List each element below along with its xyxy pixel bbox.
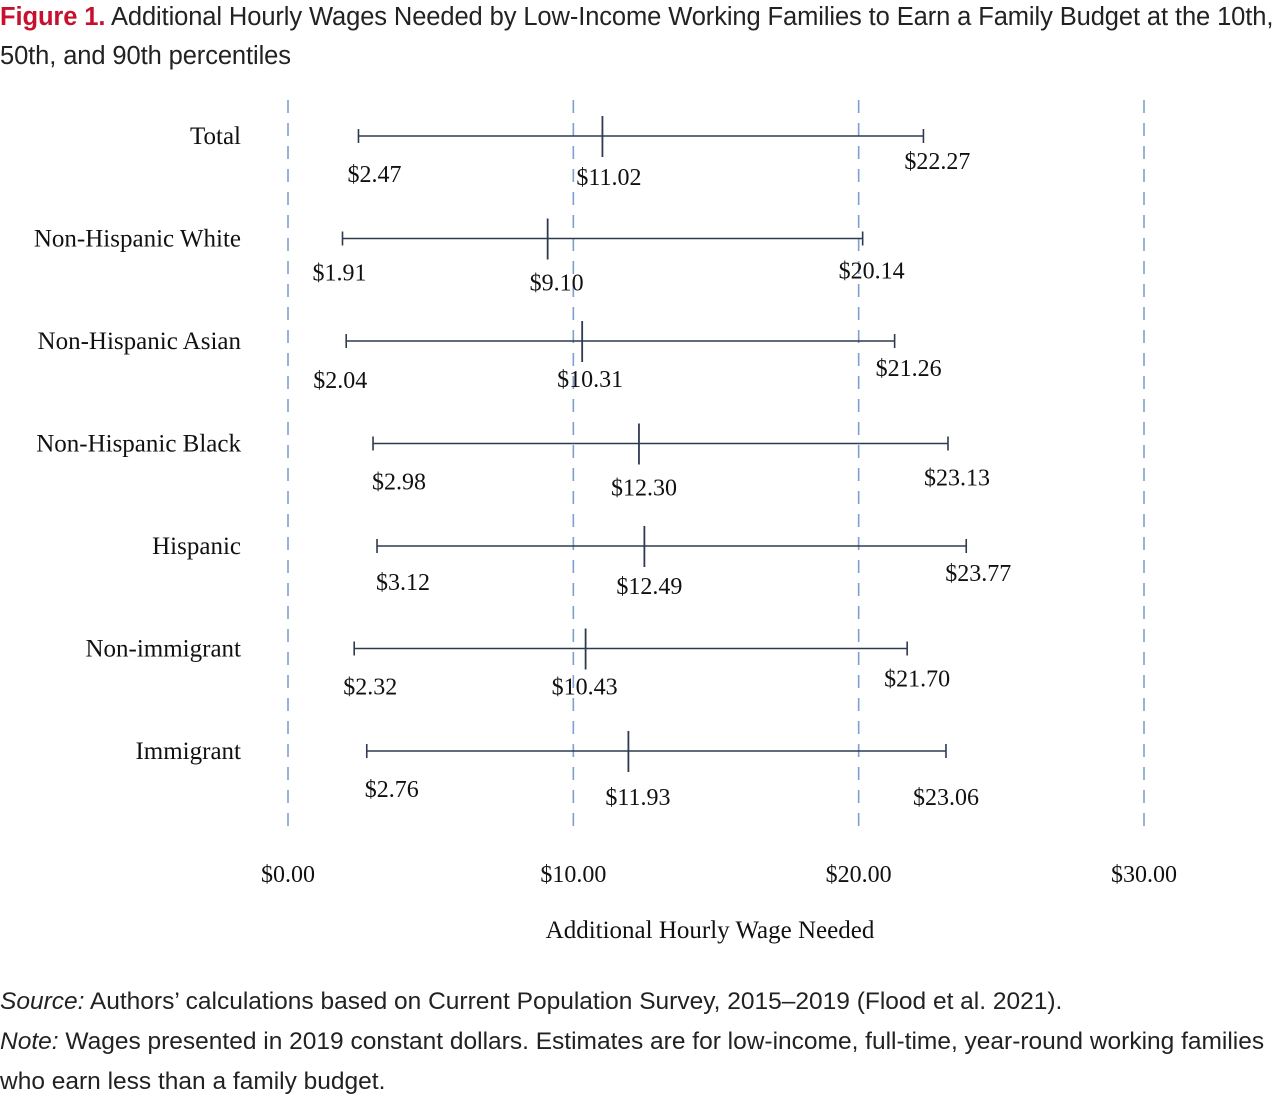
p90-label-2: $21.26 [876, 356, 942, 382]
x-tick-label-0: $0.00 [261, 862, 315, 888]
chart-rows: Total $2.47 $11.02 $22.27 Non-Hispanic White… [34, 116, 1011, 811]
p90-label-4: $23.77 [945, 561, 1011, 587]
figure-footer: Source: Authors’ calculations based on C… [0, 982, 1280, 1102]
x-axis: $0.00 $10.00 $20.00 $30.00 [261, 862, 1177, 888]
figure-title: Figure 1. Additional Hourly Wages Needed… [0, 0, 1280, 76]
row-0: Total $2.47 $11.02 $22.27 [190, 116, 970, 191]
p90-label-3: $23.13 [924, 466, 990, 492]
category-label-4: Hispanic [152, 533, 241, 560]
p90-label-6: $23.06 [913, 785, 979, 811]
category-label-0: Total [190, 123, 241, 150]
source-note: Source: Authors’ calculations based on C… [0, 982, 1280, 1022]
grid-lines [287, 100, 1145, 835]
p50-label-0: $11.02 [576, 165, 641, 191]
p10-label-6: $2.76 [365, 777, 419, 803]
category-label-3: Non-Hispanic Black [36, 431, 241, 458]
p90-label-5: $21.70 [884, 667, 950, 693]
p50-label-1: $9.10 [530, 271, 584, 297]
p50-label-6: $11.93 [605, 785, 670, 811]
p50-label-4: $12.49 [616, 574, 682, 600]
p10-label-0: $2.47 [347, 162, 401, 188]
note-lead: Note: [0, 1028, 59, 1055]
range-chart: Total $2.47 $11.02 $22.27 Non-Hispanic White… [34, 100, 1177, 944]
figure-label: Figure 1. [0, 3, 106, 31]
p90-label-0: $22.27 [904, 149, 970, 175]
category-label-5: Non-immigrant [85, 636, 241, 663]
p50-label-2: $10.31 [557, 367, 623, 393]
p50-label-5: $10.43 [552, 675, 618, 701]
category-label-6: Immigrant [135, 738, 241, 765]
row-4: Hispanic $3.12 $12.49 $23.77 [152, 526, 1011, 600]
p90-label-1: $20.14 [839, 259, 905, 285]
p10-label-2: $2.04 [313, 368, 367, 394]
p10-label-1: $1.91 [312, 261, 366, 287]
note-text: Wages presented in 2019 constant dollars… [0, 1028, 1265, 1095]
row-5: Non-immigrant $2.32 $10.43 $21.70 [85, 628, 950, 701]
x-tick-label-3: $30.00 [1111, 862, 1177, 888]
row-1: Non-Hispanic White $1.91 $9.10 $20.14 [34, 218, 905, 297]
p10-label-3: $2.98 [372, 470, 426, 496]
source-text: Authors’ calculations based on Current P… [84, 988, 1063, 1015]
figure-title-text: Additional Hourly Wages Needed by Low-In… [0, 3, 1274, 70]
p10-label-4: $3.12 [376, 570, 430, 596]
category-label-2: Non-Hispanic Asian [38, 328, 242, 355]
row-2: Non-Hispanic Asian $2.04 $10.31 $21.26 [38, 321, 942, 394]
row-6: Immigrant $2.76 $11.93 $23.06 [135, 731, 979, 811]
p50-label-3: $12.30 [611, 476, 677, 502]
category-label-1: Non-Hispanic White [34, 226, 241, 253]
row-3: Non-Hispanic Black $2.98 $12.30 $23.13 [36, 423, 990, 502]
x-axis-label: Additional Hourly Wage Needed [546, 917, 875, 944]
x-tick-label-2: $20.00 [826, 862, 892, 888]
general-note: Note: Wages presented in 2019 constant d… [0, 1022, 1280, 1102]
x-tick-label-1: $10.00 [540, 862, 606, 888]
source-lead: Source: [0, 988, 85, 1015]
p10-label-5: $2.32 [343, 675, 397, 701]
